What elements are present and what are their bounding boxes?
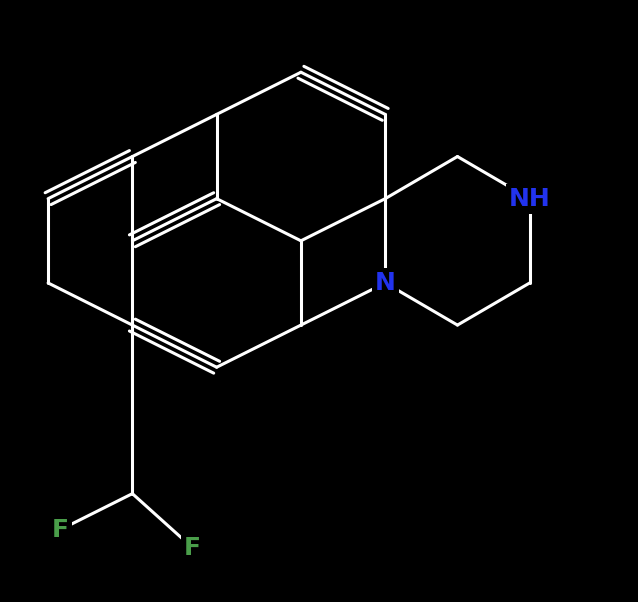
- Text: F: F: [52, 518, 69, 542]
- Text: NH: NH: [509, 187, 551, 211]
- Text: F: F: [184, 536, 201, 560]
- Text: N: N: [375, 271, 396, 295]
